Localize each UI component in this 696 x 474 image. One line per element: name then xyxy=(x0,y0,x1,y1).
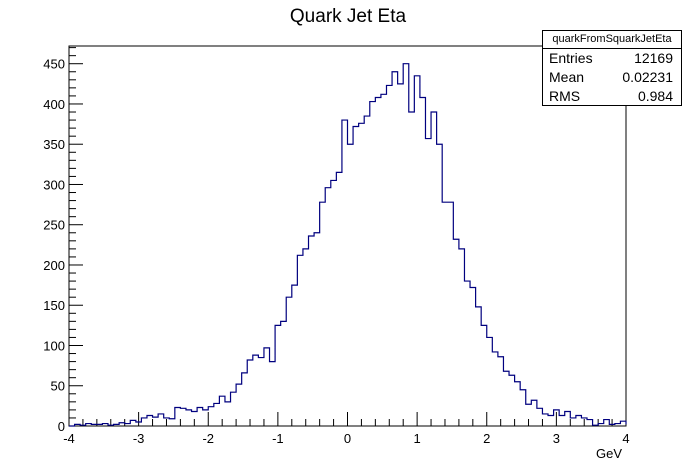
x-tick-label: -3 xyxy=(133,431,145,446)
stats-mean-value: 0.02231 xyxy=(622,69,673,85)
y-tick-label: 150 xyxy=(43,298,65,313)
x-tick-label: -2 xyxy=(202,431,214,446)
x-tick-label: -1 xyxy=(272,431,284,446)
stats-histogram-name: quarkFromSquarkJetEta xyxy=(543,31,681,49)
chart-title: Quark Jet Eta xyxy=(289,6,407,27)
y-tick-label: 400 xyxy=(43,97,65,112)
stats-rms-label: RMS xyxy=(549,88,581,104)
x-axis: -4 -3 -2 -1 0 1 2 3 4 xyxy=(63,412,630,446)
stats-mean-label: Mean xyxy=(549,69,585,85)
y-axis: 0 50 100 150 200 250 300 350 400 450 xyxy=(43,47,83,434)
x-tick-label: 1 xyxy=(414,431,421,446)
stats-rms-value: 0.984 xyxy=(637,88,673,104)
stats-box: quarkFromSquarkJetEta Entries 12169 Mean… xyxy=(542,30,682,106)
stats-row-rms: RMS 0.984 xyxy=(543,87,681,106)
stats-entries-label: Entries xyxy=(549,50,593,66)
y-tick-label: 300 xyxy=(43,177,65,192)
histogram-series-line xyxy=(69,63,627,427)
y-tick-label: 450 xyxy=(43,57,65,72)
x-tick-label: 3 xyxy=(553,431,560,446)
x-axis-label: GeV xyxy=(596,446,623,461)
y-tick-label: 350 xyxy=(43,137,65,152)
y-tick-label: 50 xyxy=(51,379,65,394)
stats-entries-value: 12169 xyxy=(634,50,673,66)
x-tick-label: -4 xyxy=(63,431,75,446)
y-tick-label: 100 xyxy=(43,338,65,353)
x-tick-label: 2 xyxy=(483,431,490,446)
y-tick-label: 250 xyxy=(43,218,65,233)
stats-row-entries: Entries 12169 xyxy=(543,49,681,68)
x-tick-label: 4 xyxy=(622,431,629,446)
y-tick-label: 0 xyxy=(58,419,65,434)
x-tick-label: 0 xyxy=(344,431,351,446)
stats-row-mean: Mean 0.02231 xyxy=(543,68,681,87)
y-tick-label: 200 xyxy=(43,258,65,273)
